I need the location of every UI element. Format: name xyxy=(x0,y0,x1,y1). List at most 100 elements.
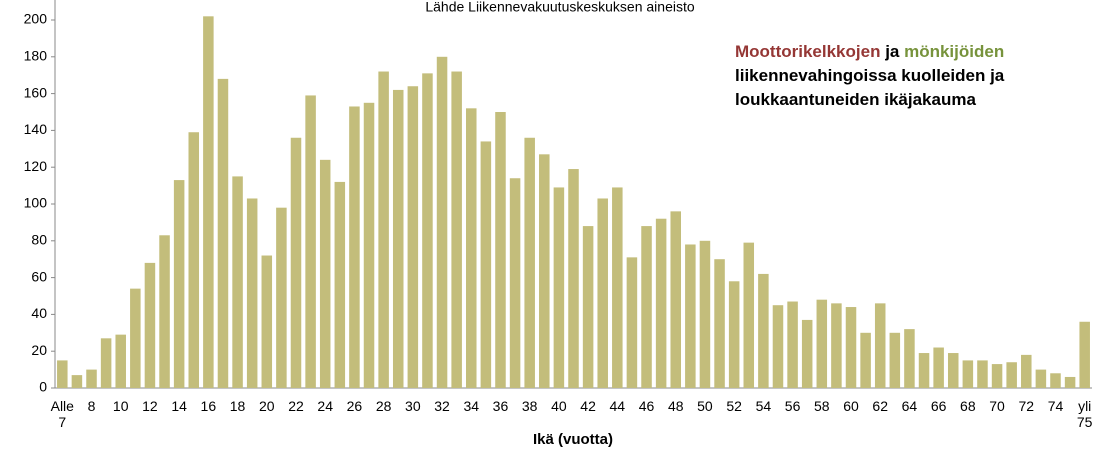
bar xyxy=(918,353,930,388)
y-tick-label: 0 xyxy=(39,379,47,395)
annotation: Moottorikelkkojen ja mönkijöiden liikenne… xyxy=(735,40,1065,112)
bar xyxy=(612,187,623,388)
bar xyxy=(553,187,565,388)
bar xyxy=(188,132,200,388)
x-tick-label: Alle 7 xyxy=(50,398,74,430)
bar xyxy=(378,71,389,389)
bar xyxy=(772,305,784,388)
bar xyxy=(582,226,594,388)
bar xyxy=(144,262,156,388)
y-tick-label: 120 xyxy=(24,158,48,174)
y-tick-label: 140 xyxy=(24,121,48,137)
y-tick-label: 180 xyxy=(24,48,48,64)
bar xyxy=(933,347,944,388)
bar xyxy=(904,329,915,388)
bar xyxy=(728,281,740,388)
y-tick-label: 40 xyxy=(31,305,47,321)
bar xyxy=(816,299,828,388)
x-tick-label: 60 xyxy=(843,398,859,414)
x-tick-label: 52 xyxy=(726,398,742,414)
x-tick-label: 46 xyxy=(638,398,655,414)
x-tick-label: 44 xyxy=(609,398,626,414)
bar xyxy=(860,332,871,388)
bar xyxy=(319,159,331,388)
bar xyxy=(407,86,419,389)
x-tick-label: 68 xyxy=(960,398,976,414)
annotation-part: Moottorikelkkojen xyxy=(735,42,881,61)
x-tick-label: 16 xyxy=(200,398,217,414)
bar xyxy=(991,364,1003,388)
x-axis-label: Ikä (vuotta) xyxy=(533,431,613,448)
bar xyxy=(480,141,492,388)
bar xyxy=(831,303,842,388)
bar xyxy=(261,255,273,388)
bar xyxy=(466,108,477,388)
x-tick-label: 42 xyxy=(580,398,596,414)
x-tick-label: 56 xyxy=(784,398,801,414)
x-tick-label: 32 xyxy=(434,398,450,414)
x-tick-label: 66 xyxy=(930,398,947,414)
bar xyxy=(670,211,681,388)
bar xyxy=(977,360,988,388)
x-tick-label: 62 xyxy=(872,398,888,414)
bar xyxy=(57,360,68,388)
y-tick-label: 160 xyxy=(24,84,48,100)
bar xyxy=(1021,354,1032,388)
bar xyxy=(363,102,375,389)
x-tick-label: 28 xyxy=(375,398,392,414)
x-tick-label: 24 xyxy=(317,398,333,414)
bar xyxy=(246,198,258,388)
bar xyxy=(539,154,550,388)
bar xyxy=(130,288,141,388)
bar xyxy=(889,332,901,388)
x-tick-label: 64 xyxy=(901,398,918,414)
x-tick-label: 54 xyxy=(755,398,772,414)
y-tick-label: 20 xyxy=(31,342,47,358)
bar xyxy=(451,71,462,389)
bar xyxy=(685,244,696,388)
bar xyxy=(743,242,755,388)
annotation-part: liikennevahingoissa kuolleiden ja loukka… xyxy=(735,66,1005,109)
x-tick-label: 20 xyxy=(258,398,275,414)
bar xyxy=(641,226,652,388)
bar xyxy=(71,375,83,388)
bar xyxy=(1006,362,1017,388)
bar xyxy=(290,137,302,388)
x-tick-label: 70 xyxy=(989,398,1005,414)
x-tick-label: 8 xyxy=(87,398,96,414)
bar xyxy=(801,319,813,388)
x-tick-label: 38 xyxy=(521,398,538,414)
bar xyxy=(874,303,886,388)
x-tick-label: 26 xyxy=(346,398,363,414)
x-tick-label: 14 xyxy=(171,398,187,414)
x-tick-label: 10 xyxy=(112,398,129,414)
bar xyxy=(86,369,97,388)
bar xyxy=(568,169,579,388)
x-tick-label: 40 xyxy=(551,398,567,414)
bar xyxy=(1064,376,1076,388)
x-tick-label: 22 xyxy=(288,398,304,414)
bar xyxy=(305,95,316,388)
bar xyxy=(787,301,798,388)
y-tick-label: 60 xyxy=(31,268,47,284)
bar xyxy=(115,334,126,388)
x-tick-label: 12 xyxy=(142,398,158,414)
bar xyxy=(845,307,857,388)
chart-title: Lähde Liikennevakuutuskeskuksen aineisto xyxy=(425,0,695,15)
x-tick-label: 30 xyxy=(405,398,421,414)
bar xyxy=(655,218,667,388)
bar xyxy=(217,78,229,388)
x-tick-label: 36 xyxy=(492,398,509,414)
bar xyxy=(276,207,287,388)
bar xyxy=(626,257,638,388)
bar xyxy=(597,198,608,388)
x-tick-label: 34 xyxy=(463,398,480,414)
bar xyxy=(947,353,959,388)
bar xyxy=(203,16,214,388)
bar xyxy=(699,240,711,388)
bar xyxy=(173,180,185,388)
x-tick-label: 18 xyxy=(229,398,246,414)
x-tick-label: 58 xyxy=(813,398,830,414)
